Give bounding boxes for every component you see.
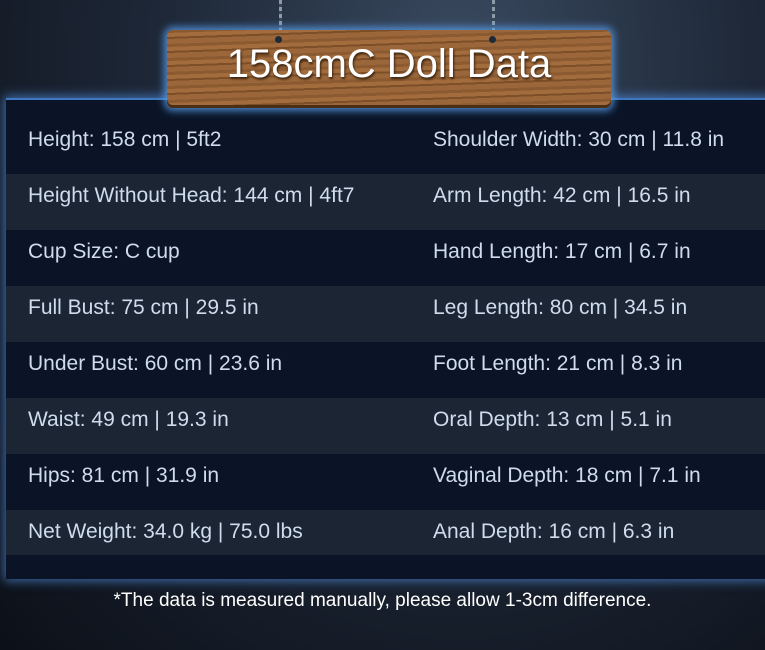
table-row: Under Bust: 60 cm | 23.6 in Foot Length: … <box>6 342 765 398</box>
sign-hole <box>489 36 496 43</box>
spec-cell: Net Weight: 34.0 kg | 75.0 lbs <box>28 520 303 543</box>
data-table: Height: 158 cm | 5ft2 Shoulder Width: 30 … <box>6 98 765 579</box>
spec-cell: Hand Length: 17 cm | 6.7 in <box>433 240 691 263</box>
sign-hole <box>275 36 282 43</box>
table-row: Height: 158 cm | 5ft2 Shoulder Width: 30 … <box>6 118 765 174</box>
table-row: Full Bust: 75 cm | 29.5 in Leg Length: 80… <box>6 286 765 342</box>
spec-cell: Oral Depth: 13 cm | 5.1 in <box>433 408 672 431</box>
spec-cell: Hips: 81 cm | 31.9 in <box>28 464 220 487</box>
disclaimer-note: *The data is measured manually, please a… <box>113 590 652 611</box>
page-title: 158cmC Doll Data <box>226 42 552 86</box>
table-row: Cup Size: C cup Hand Length: 17 cm | 6.7 … <box>6 230 765 286</box>
spec-cell: Height Without Head: 144 cm | 4ft7 <box>28 184 355 207</box>
spec-cell: Cup Size: C cup <box>28 240 180 263</box>
spec-cell: Anal Depth: 16 cm | 6.3 in <box>433 520 675 543</box>
spec-cell: Full Bust: 75 cm | 29.5 in <box>28 296 259 319</box>
title-sign: 158cmC Doll Data <box>167 30 611 108</box>
spec-cell: Waist: 49 cm | 19.3 in <box>28 408 229 431</box>
spec-cell: Height: 158 cm | 5ft2 <box>28 128 222 151</box>
spec-cell: Under Bust: 60 cm | 23.6 in <box>28 352 283 375</box>
chain-left <box>279 0 282 40</box>
table-row: Hips: 81 cm | 31.9 in Vaginal Depth: 18 c… <box>6 454 765 510</box>
table-row: Waist: 49 cm | 19.3 in Oral Depth: 13 cm … <box>6 398 765 454</box>
table-row: Height Without Head: 144 cm | 4ft7 Arm Le… <box>6 174 765 230</box>
table-row: Net Weight: 34.0 kg | 75.0 lbs Anal Depth… <box>6 510 765 555</box>
chain-right <box>492 0 495 40</box>
spec-cell: Arm Length: 42 cm | 16.5 in <box>433 184 691 207</box>
spec-cell: Foot Length: 21 cm | 8.3 in <box>433 352 683 375</box>
spec-cell: Leg Length: 80 cm | 34.5 in <box>433 296 688 319</box>
spec-cell: Vaginal Depth: 18 cm | 7.1 in <box>433 464 701 487</box>
spec-cell: Shoulder Width: 30 cm | 11.8 in <box>433 128 725 151</box>
